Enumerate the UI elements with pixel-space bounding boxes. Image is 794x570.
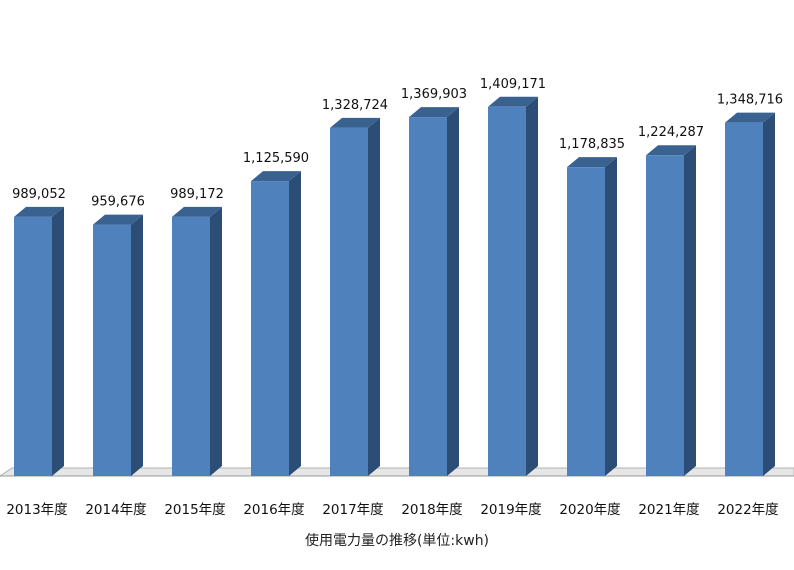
bar: [725, 122, 763, 476]
data-label: 1,369,903: [401, 87, 467, 102]
data-label: 1,328,724: [322, 98, 388, 113]
bar-top: [93, 214, 143, 225]
bar-top: [172, 206, 222, 217]
bar-side: [447, 107, 459, 476]
x-tick-label: 2014年度: [85, 502, 146, 518]
x-tick-label: 2017年度: [322, 502, 383, 518]
bar: [646, 155, 684, 476]
x-tick-label: 2019年度: [480, 502, 541, 518]
bar-top: [330, 117, 380, 128]
bar: [409, 117, 447, 476]
bar: [330, 127, 368, 476]
x-axis-label: 使用電力量の推移(単位:kwh): [304, 533, 490, 549]
bar-side: [684, 145, 696, 476]
bar-side: [210, 206, 222, 477]
bar-top: [646, 145, 696, 156]
data-label: 989,052: [12, 187, 66, 202]
bar-side: [289, 171, 301, 477]
bar-top: [251, 171, 301, 182]
x-tick-label: 2016年度: [243, 502, 304, 518]
data-label: 959,676: [91, 195, 145, 210]
bar: [14, 216, 52, 476]
bar: [488, 106, 526, 477]
bar-top: [725, 112, 775, 123]
data-label: 1,178,835: [559, 137, 625, 152]
x-tick-label: 2020年度: [559, 502, 620, 518]
bar-side: [605, 157, 617, 476]
data-label: 989,172: [170, 187, 224, 202]
x-tick-label: 2013年度: [6, 502, 67, 518]
bar-side: [131, 214, 143, 476]
bar-side: [368, 117, 380, 476]
x-tick-label: 2015年度: [164, 502, 225, 518]
x-tick-label: 2018年度: [401, 502, 462, 518]
data-label: 1,409,171: [480, 77, 546, 92]
x-tick-label: 2021年度: [638, 502, 699, 518]
bar: [251, 181, 289, 477]
bar-side: [526, 96, 538, 477]
data-label: 1,125,590: [243, 151, 309, 166]
bar-side: [52, 206, 64, 476]
data-label: 1,348,716: [717, 93, 783, 108]
bar-top: [488, 96, 538, 107]
bar-top: [14, 206, 64, 217]
bar: [93, 224, 131, 476]
bar-top: [409, 107, 459, 118]
bar: [172, 216, 210, 477]
bar-side: [763, 112, 775, 476]
bar: [567, 167, 605, 476]
data-label: 1,224,287: [638, 125, 704, 140]
x-tick-label: 2022年度: [717, 502, 778, 518]
bar-top: [567, 157, 617, 168]
